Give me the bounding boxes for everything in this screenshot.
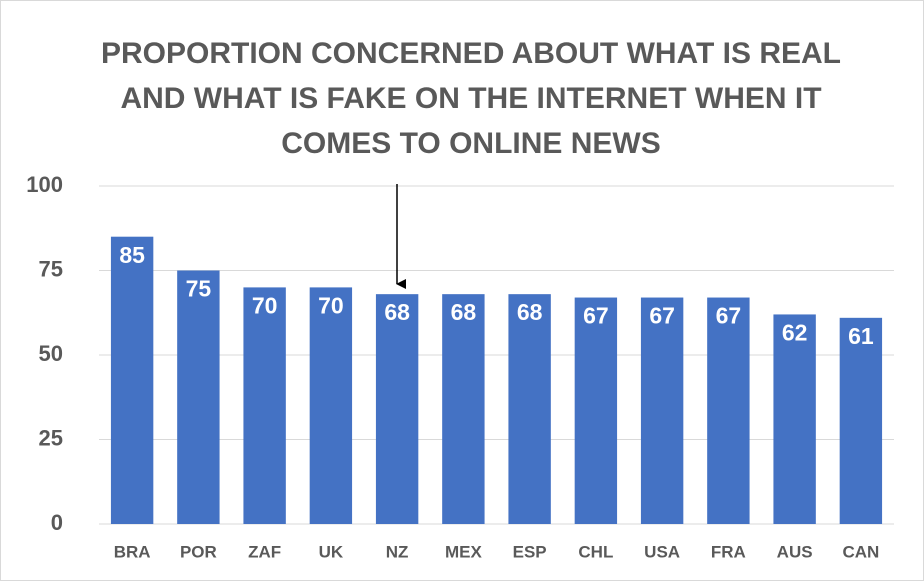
- x-tick-label: BRA: [114, 542, 151, 561]
- data-label: 85: [119, 242, 145, 268]
- bar: [707, 297, 750, 524]
- y-tick-label: 75: [39, 256, 63, 281]
- data-label: 68: [517, 299, 543, 325]
- data-label: 67: [649, 303, 675, 329]
- x-tick-label: ZAF: [248, 542, 281, 561]
- x-tick-label: CHL: [578, 542, 613, 561]
- y-tick-label: 50: [39, 341, 63, 366]
- data-label: 67: [716, 303, 742, 329]
- data-label: 67: [583, 303, 609, 329]
- y-tick-label: 0: [51, 510, 63, 535]
- bar: [375, 294, 419, 524]
- data-label: 68: [451, 299, 477, 325]
- bar: [309, 287, 353, 524]
- bar: [574, 297, 618, 524]
- data-label: 70: [318, 292, 344, 318]
- bar: [640, 297, 684, 524]
- bar: [839, 317, 883, 524]
- chart-title: PROPORTION CONCERNED ABOUT WHAT IS REAL …: [101, 37, 841, 160]
- x-tick-label: FRA: [711, 542, 746, 561]
- bar: [110, 236, 154, 524]
- x-tick-label: UK: [319, 542, 344, 561]
- data-label: 75: [186, 276, 212, 302]
- x-tick-label: NZ: [386, 542, 409, 561]
- bar: [442, 294, 485, 524]
- bar: [508, 294, 551, 524]
- x-tick-label: AUS: [777, 542, 813, 561]
- x-tick-label: CAN: [842, 542, 879, 561]
- data-label: 61: [848, 323, 874, 349]
- x-tick-label: POR: [180, 542, 217, 561]
- data-label: 68: [384, 299, 410, 325]
- data-label: 62: [782, 320, 808, 346]
- x-tick-label: USA: [644, 542, 680, 561]
- bar: [243, 287, 286, 524]
- bar: [177, 270, 220, 524]
- bar: [773, 314, 816, 524]
- x-tick-label: ESP: [513, 542, 547, 561]
- x-tick-label: MEX: [445, 542, 483, 561]
- y-tick-label: 100: [26, 172, 63, 197]
- data-label: 70: [252, 292, 278, 318]
- y-tick-label: 25: [39, 425, 63, 450]
